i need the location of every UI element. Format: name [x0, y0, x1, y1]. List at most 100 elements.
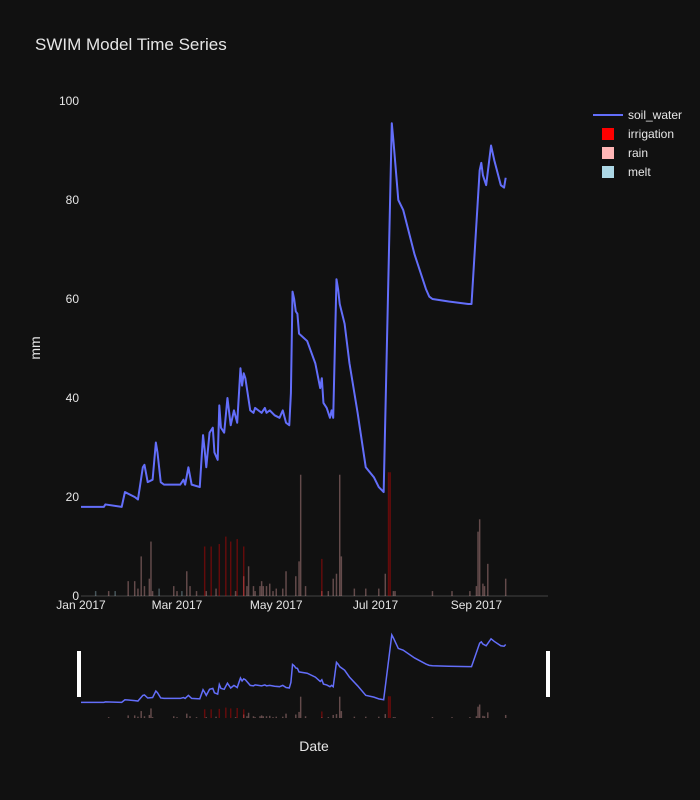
rain-bar [246, 586, 247, 596]
x-tick-label: May 2017 [250, 598, 303, 612]
range-slider-irrigation-bar [236, 708, 237, 718]
rain-bar [354, 589, 355, 596]
rain-bar [261, 581, 262, 596]
legend-label-rain: rain [628, 146, 648, 160]
range-slider-rain-bar [152, 717, 153, 718]
melt-bar [158, 589, 159, 596]
legend-label-soil-water: soil_water [628, 108, 682, 122]
range-slider-rain-bar [394, 717, 395, 718]
rain-bar [298, 561, 299, 596]
range-slider-rain-bar [298, 712, 299, 718]
rain-bar [254, 591, 255, 596]
irrigation-bar [230, 542, 231, 596]
range-slider-left-handle[interactable] [77, 651, 81, 697]
rain-bar [173, 586, 174, 596]
rain-bar [432, 591, 433, 596]
rain-bar [186, 571, 187, 596]
range-slider-rain-bar [235, 717, 236, 718]
melt-bar [181, 591, 182, 596]
rain-bar [150, 542, 151, 596]
range-slider-rain-bar [365, 717, 366, 718]
x-tick-label: Jul 2017 [353, 598, 399, 612]
range-slider-rain-bar [173, 716, 174, 718]
rain-bar [393, 591, 394, 596]
rain-bar [176, 591, 177, 596]
range-slider-rain-bar [149, 715, 150, 718]
legend-item-irrigation[interactable]: irrigation [602, 127, 674, 141]
range-slider-rain-bar [484, 716, 485, 718]
range-slider-rain-bar [269, 716, 270, 718]
rain-bar [134, 581, 135, 596]
range-slider-rain-bar [328, 717, 329, 718]
irrigation-bar [243, 547, 244, 597]
range-slider-rain-bar [246, 716, 247, 718]
rain-bar [378, 589, 379, 596]
rain-bar [127, 581, 128, 596]
rain-bar [385, 574, 386, 596]
range-slider-right-handle[interactable] [546, 651, 550, 697]
range-slider-irrigation-bar [389, 696, 390, 718]
rain-bar [365, 589, 366, 596]
rain-bar [477, 532, 478, 596]
range-slider-rain-bar [254, 717, 255, 718]
range-slider-rain-bar [354, 717, 355, 718]
y-tick-label: 100 [59, 94, 79, 108]
x-axis-title: Date [299, 738, 329, 754]
range-slider-rain-bar [134, 715, 135, 718]
legend-swatch-melt [602, 166, 614, 178]
irrigation-bar [236, 539, 237, 596]
range-slider-irrigation-bar [219, 709, 220, 718]
rain-bar [328, 591, 329, 596]
y-tick-label: 40 [66, 391, 80, 405]
range-slider-rain-bar [189, 716, 190, 718]
range-slider-irrigation-bar [321, 711, 322, 718]
range-slider-irrigation-bar [388, 696, 389, 718]
range-slider-rain-bar [487, 712, 488, 718]
rain-bar [341, 556, 342, 596]
range-slider-rain-bar [476, 716, 477, 718]
x-tick-label: Jan 2017 [56, 598, 106, 612]
rain-bar [189, 586, 190, 596]
range-slider-rain-bar [285, 714, 286, 718]
rain-bar [339, 475, 340, 596]
range-slider-rain-bar [150, 708, 151, 718]
range-slider-rain-bar [176, 717, 177, 718]
rain-bar [276, 589, 277, 596]
range-slider-rain-bar [469, 717, 470, 718]
legend-label-melt: melt [628, 165, 651, 179]
chart-title: SWIM Model Time Series [35, 35, 227, 54]
range-slider-rain-bar [276, 717, 277, 718]
melt-bar [95, 591, 96, 596]
rain-bar [305, 586, 306, 596]
rain-bar [140, 556, 141, 596]
rain-bar [259, 586, 260, 596]
irrigation-bar [204, 547, 205, 597]
range-slider-rain-bar [477, 707, 478, 718]
range-slider-rain-bar [137, 717, 138, 718]
range-slider-irrigation-bar [225, 708, 226, 718]
y-tick-label: 20 [66, 490, 80, 504]
rain-bar [394, 591, 395, 596]
rain-bar [272, 591, 273, 596]
rain-bar [479, 519, 480, 596]
range-slider-irrigation-bar [230, 708, 231, 718]
rain-bar [282, 589, 283, 596]
range-slider-rain-bar [186, 714, 187, 718]
rain-bar [269, 584, 270, 596]
range-slider-rain-bar [300, 697, 301, 718]
range-slider-rain-bar [215, 717, 216, 718]
rain-bar [266, 586, 267, 596]
rain-bar [206, 591, 207, 596]
rain-bar [484, 586, 485, 596]
range-slider-rain-bar [263, 716, 264, 718]
range-slider-rain-bar [451, 717, 452, 718]
irrigation-bar [388, 472, 389, 596]
rain-bar [487, 564, 488, 596]
rain-bar [295, 576, 296, 596]
range-slider-irrigation-bar [243, 709, 244, 718]
rain-bar [469, 591, 470, 596]
range-slider-rain-bar [248, 713, 249, 718]
rain-bar [505, 579, 506, 596]
range-slider-rain-bar [432, 717, 433, 718]
